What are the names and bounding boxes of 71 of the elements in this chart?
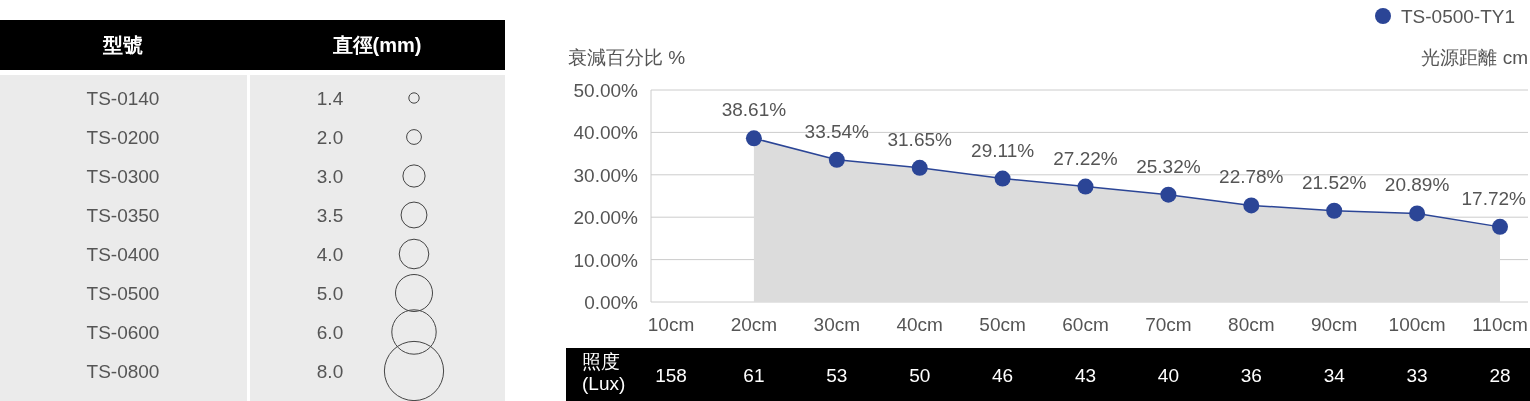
data-label: 25.32% [1136,155,1201,177]
data-label: 20.89% [1384,174,1450,196]
category-label: TS-0140 [86,88,160,109]
data-label: 43 [1074,365,1097,386]
category-label: TS-0600 [86,322,160,343]
data-label: 3.5 [316,205,344,226]
data-label: 33 [1406,365,1428,386]
y-tick-label: 20.00% [573,207,639,229]
data-label: 4.0 [316,244,344,265]
data-label: 31.65% [887,128,953,150]
data-label: 8.0 [316,361,344,382]
point [1326,202,1343,219]
data-label: 29.11% [971,139,1035,161]
x-tick-label: 60cm [1062,314,1109,335]
point [994,170,1011,187]
data-label: 6.0 [316,322,344,343]
x-tick-label: 90cm [1310,314,1358,335]
point [1077,178,1094,195]
data-label: 2.0 [316,127,344,148]
x-tick-label: 40cm [896,314,943,335]
point [1243,197,1260,214]
y-tick-label: 30.00% [573,164,639,186]
category-label: TS-0200 [86,127,160,148]
point [828,151,845,168]
data-label: 17.72% [1461,187,1527,209]
y-tick-label: 40.00% [573,122,639,144]
category-label: TS-0350 [86,205,160,226]
point [1160,186,1177,203]
data-label: 61 [743,365,765,386]
x-tick-label: 100cm [1388,314,1446,335]
x-tick-label: 50cm [979,314,1026,335]
x-tick-label: 80cm [1228,314,1275,335]
point [745,130,762,147]
text: 照度 (Lux) [582,351,626,394]
y-axis-title: 衰減百分比 % [568,47,686,68]
x-tick-label: 10cm [647,314,695,335]
data-label: 53 [826,365,848,386]
category-label: TS-0400 [86,244,160,265]
legend-label: TS-0500-TY1 [1401,6,1516,27]
data-label: 38.61% [721,99,787,121]
y-tick-label: 10.00% [573,249,639,271]
x-tick-label: 70cm [1145,314,1192,335]
data-label: 40 [1157,365,1179,386]
x-tick-label: 30cm [813,314,861,335]
y-tick-label: 0.00% [584,292,639,313]
data-label: 33.54% [804,120,870,142]
x-tick-label: 20cm [730,314,778,335]
text: 型號 [102,34,143,56]
data-label: 5.0 [316,283,344,304]
text: 直徑(mm) [331,34,422,56]
data-label: 158 [655,365,687,386]
data-label: 27.22% [1053,147,1118,169]
data-label: 3.0 [316,166,344,187]
data-label: 50 [909,365,931,386]
category-label: TS-0800 [86,361,160,382]
data-label: 21.52% [1301,171,1367,193]
data-label: 34 [1323,365,1346,386]
x-axis-title: 光源距離 cm [1421,47,1528,68]
data-label: 1.4 [316,88,344,109]
y-tick-label: 50.00% [573,80,639,101]
category-label: TS-0500 [86,283,160,304]
data-label: 22.78% [1219,166,1284,188]
data-label: 46 [992,365,1014,386]
x-tick-label: 110cm [1472,314,1528,335]
point [1492,218,1508,235]
point [911,159,928,176]
category-label: TS-0300 [86,166,160,187]
data-label: 36 [1240,365,1262,386]
data-label: 28 [1489,365,1511,386]
legend: TS-0500-TY1 [1375,6,1516,27]
point [1409,205,1426,222]
